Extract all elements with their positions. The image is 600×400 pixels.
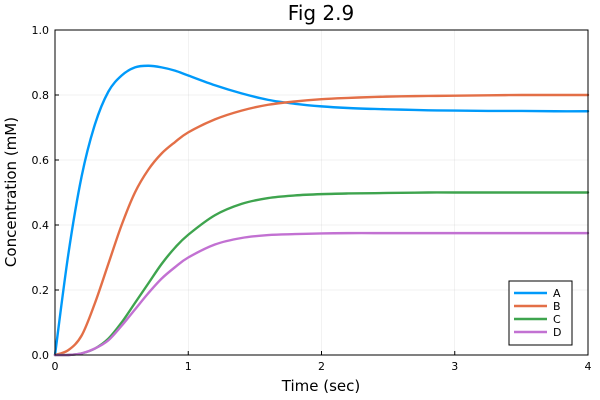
series-layer: [53, 64, 590, 357]
y-tick-label: 0.4: [32, 219, 50, 232]
series-b-line: [53, 93, 590, 357]
y-tick-label: 0.2: [32, 284, 50, 297]
legend-label-d: D: [553, 326, 561, 339]
y-tick-label: 0.8: [32, 89, 50, 102]
legend-box: [508, 280, 573, 346]
series-c-line: [53, 191, 590, 357]
x-tick-label: 2: [318, 360, 325, 373]
legend-label-c: C: [553, 313, 561, 326]
series-d-line: [53, 231, 590, 357]
y-axis-label: Concentration (mM): [2, 117, 20, 267]
x-tick-label: 3: [451, 360, 458, 373]
x-axis-ticks: 0 1 2 3 4: [52, 351, 592, 373]
legend-label-b: B: [553, 300, 561, 313]
chart-title: Fig 2.9: [288, 1, 354, 25]
legend-label-a: A: [553, 287, 561, 300]
x-axis-label: Time (sec): [281, 377, 360, 395]
series-a-line: [53, 64, 590, 357]
y-tick-label: 0.0: [32, 349, 50, 362]
x-tick-label: 4: [585, 360, 592, 373]
y-tick-label: 0.6: [32, 154, 50, 167]
x-tick-label: 0: [52, 360, 59, 373]
y-axis-ticks: 0.0 0.2 0.4 0.6 0.8 1.0: [32, 24, 59, 362]
y-tick-label: 1.0: [32, 24, 50, 37]
x-tick-label: 1: [185, 360, 192, 373]
